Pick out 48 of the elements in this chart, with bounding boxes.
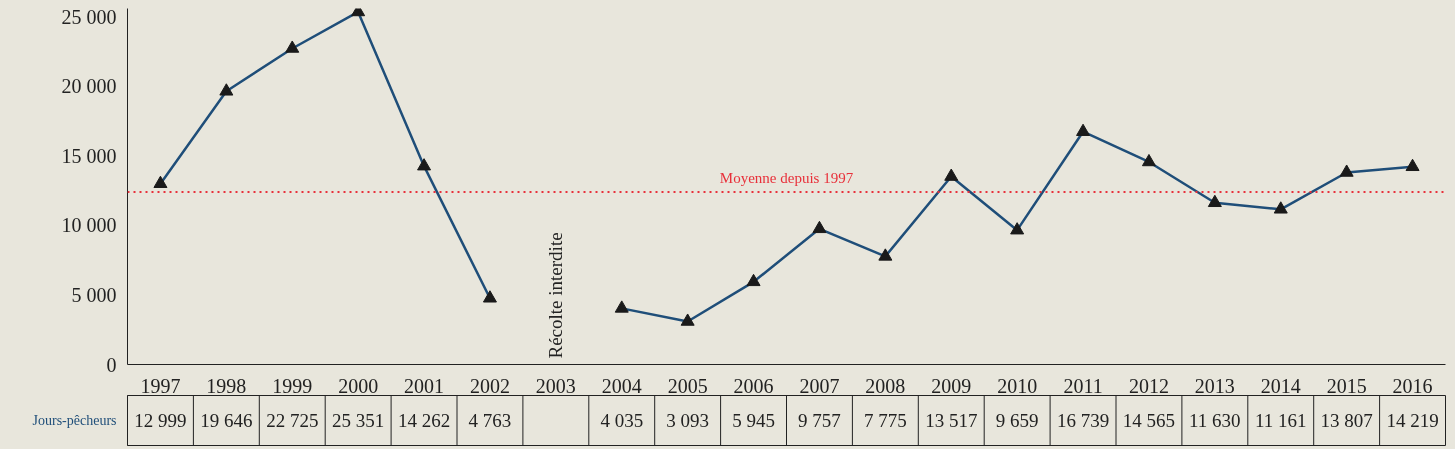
data-label: 16 739 [1056,410,1110,431]
data-label: 7 775 [863,410,907,431]
x-tick-label: 2001 [404,374,445,397]
data-label: 22 725 [266,410,319,431]
x-tick-label: 2002 [469,374,510,397]
data-label: 9 757 [798,410,841,431]
data-label: 5 945 [732,410,775,431]
x-tick-label: 2016 [1392,374,1433,397]
x-tick-label: 2014 [1260,374,1301,397]
y-tick-label: 25 000 [61,5,117,28]
x-tick-label: 2000 [338,374,379,397]
data-label: 13 807 [1320,410,1373,431]
y-tick-label: 10 000 [61,214,117,237]
x-tick-label: 2012 [1128,374,1169,397]
data-label: 25 351 [332,410,385,431]
ref-line-label: Moyenne depuis 1997 [719,170,854,187]
data-label: 9 659 [995,410,1039,431]
x-tick-label: 2003 [535,374,576,397]
x-tick-label: 2009 [931,374,972,397]
data-label: 19 646 [200,410,253,431]
data-label: 13 517 [925,410,978,431]
data-label: 3 093 [666,410,710,431]
y-tick-label: 20 000 [61,75,117,98]
text: Jours-pêcheurs [32,413,117,428]
x-tick-label: 2010 [997,374,1038,397]
data-label: 11 161 [1254,410,1307,431]
x-tick-label: 2013 [1194,374,1235,397]
y-tick-label: 5 000 [71,283,117,306]
x-tick-label: 2015 [1326,374,1367,397]
data-label: 11 630 [1189,410,1241,431]
data-label: 4 035 [600,410,644,431]
x-tick-label: 1997 [140,374,181,397]
data-label: 14 565 [1122,410,1176,431]
x-tick-label: 2005 [667,374,708,397]
x-tick-label: 2004 [601,374,642,397]
annotation: Récolte interdite [545,232,567,359]
data-label: 4 763 [468,410,512,431]
data-label: 12 999 [134,410,187,431]
x-tick-label: 2007 [799,374,840,397]
x-tick-label: 1998 [206,374,247,397]
x-tick-label: 2011 [1063,374,1103,397]
y-tick-label: 15 000 [61,144,117,167]
x-tick-label: 2008 [865,374,906,397]
y-tick-label: 0 [106,353,117,376]
x-tick-label: 1999 [272,374,313,397]
data-label: 14 262 [397,410,451,431]
x-tick-label: 2006 [733,374,774,397]
data-label: 14 219 [1386,410,1439,431]
